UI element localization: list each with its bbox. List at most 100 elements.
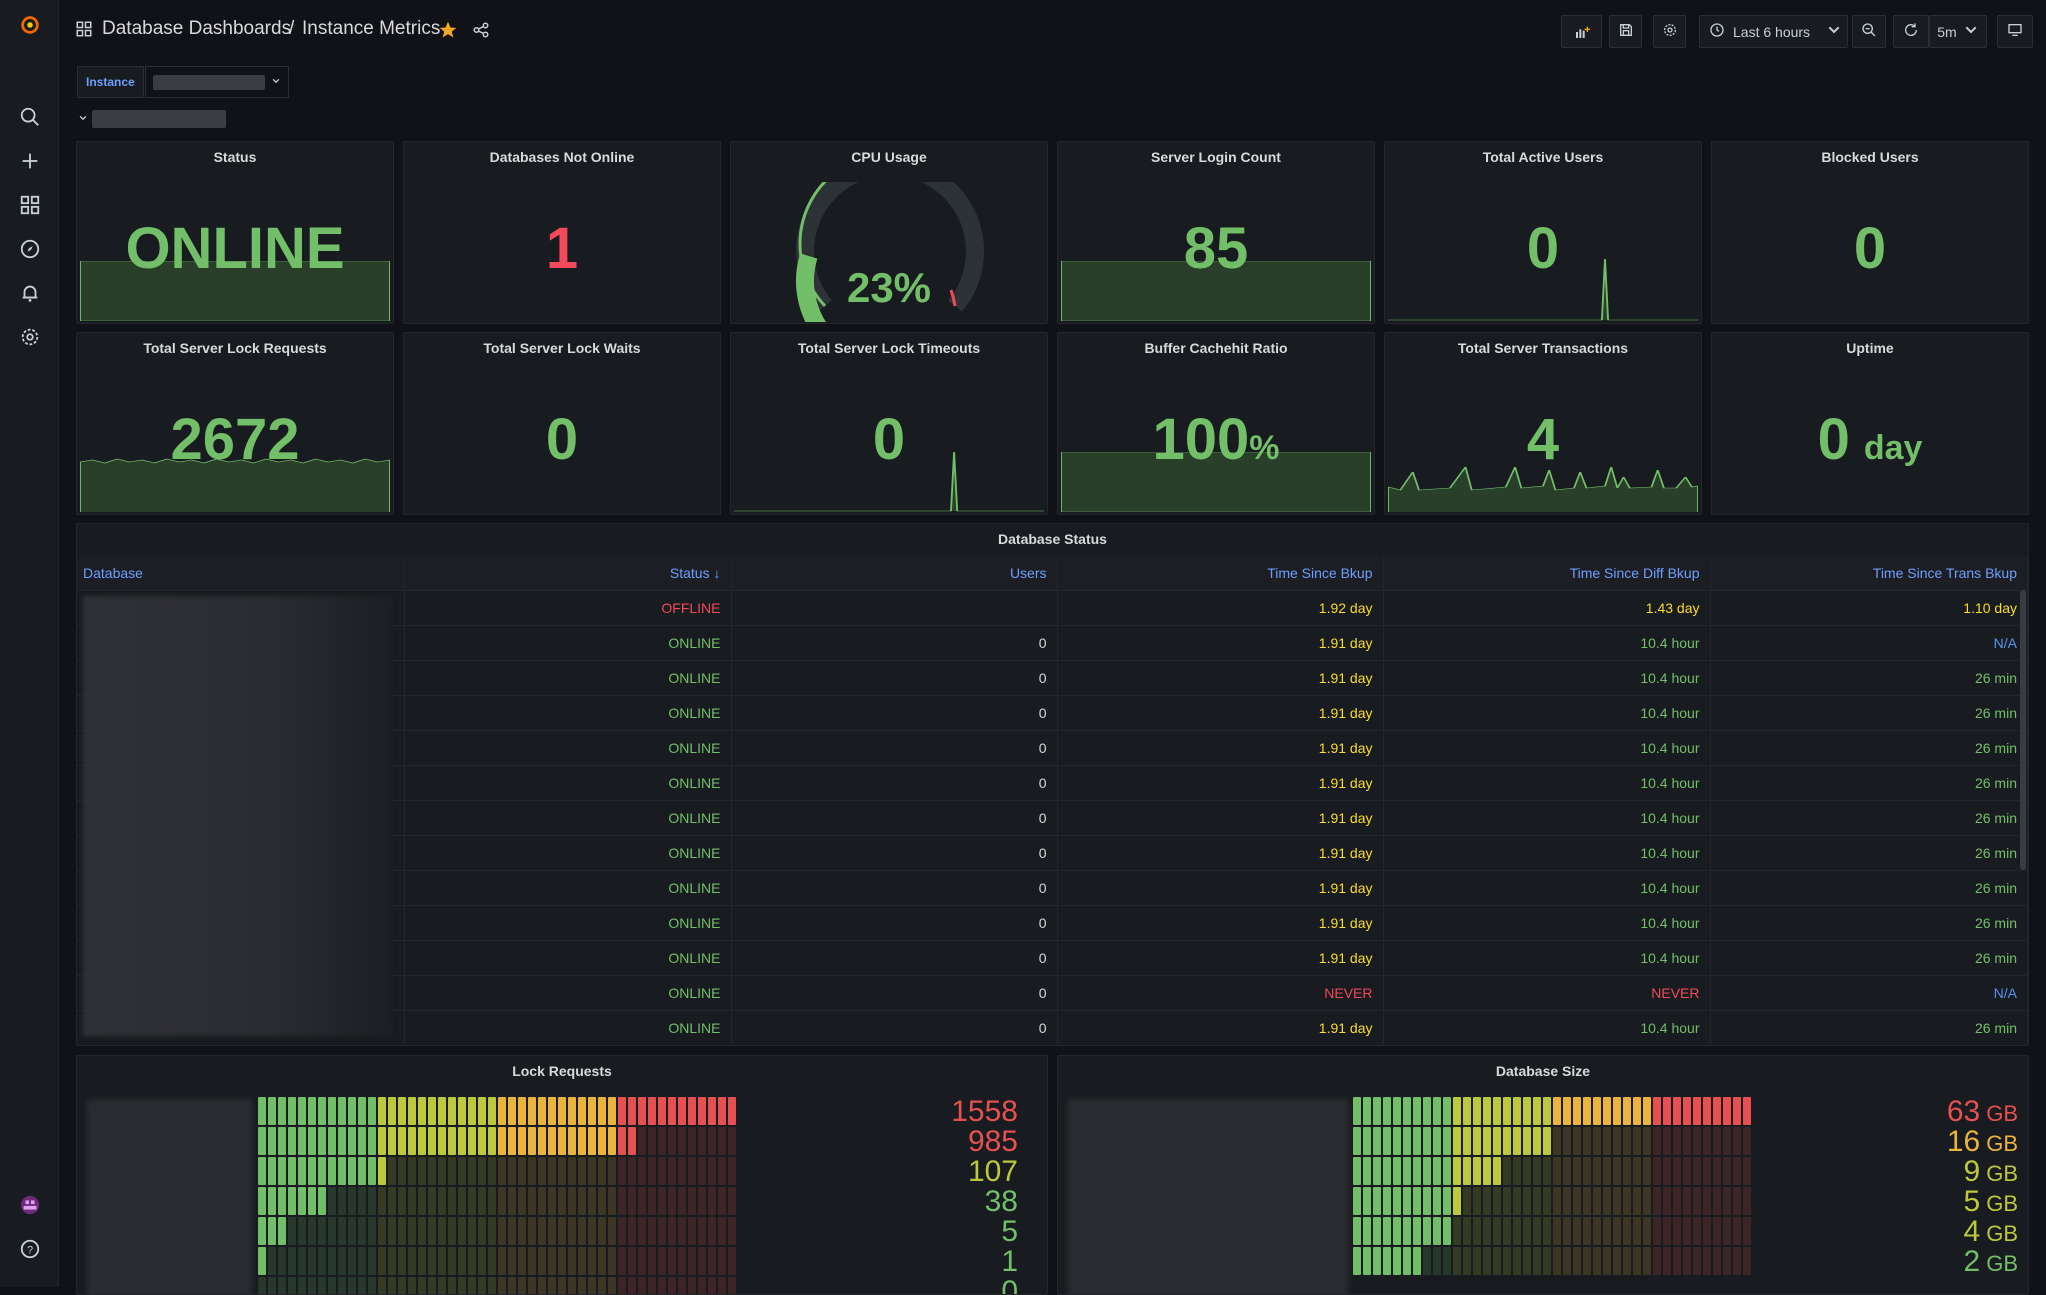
- bar-cell: [1723, 1127, 1731, 1155]
- bar-cell: [428, 1157, 436, 1185]
- cell-users: 0: [731, 799, 1058, 835]
- bar-cell: [278, 1217, 286, 1245]
- bar-cell: [328, 1277, 336, 1294]
- dashboard-settings-button[interactable]: [1653, 15, 1686, 48]
- bar-gauge-value: 0: [1001, 1275, 1018, 1294]
- column-header-users[interactable]: Users: [731, 557, 1058, 590]
- tv-mode-button[interactable]: [1997, 15, 2033, 48]
- bar-cell: [498, 1247, 506, 1275]
- bar-cell: [348, 1187, 356, 1215]
- bar-cell: [368, 1247, 376, 1275]
- bar-cell: [708, 1127, 716, 1155]
- create-plus-icon[interactable]: [17, 148, 43, 174]
- table-row[interactable]: OFFLINE 1.92 day 1.43 day 1.10 day: [77, 589, 2028, 625]
- bar-cell: [348, 1157, 356, 1185]
- panel-total-server-lock-timeouts[interactable]: Total Server Lock Timeouts 0: [730, 332, 1048, 515]
- bar-cell: [558, 1157, 566, 1185]
- panel-blocked-users[interactable]: Blocked Users 0: [1711, 141, 2029, 324]
- panel-total-server-lock-waits[interactable]: Total Server Lock Waits 0: [403, 332, 721, 515]
- panel-title: Databases Not Online: [489, 149, 635, 165]
- panel-total-server-transactions[interactable]: Total Server Transactions 4: [1384, 332, 1702, 515]
- table-scrollbar[interactable]: [2020, 590, 2026, 870]
- bar-cell: [1623, 1247, 1631, 1275]
- bar-cell: [1443, 1127, 1451, 1155]
- bar-cell: [1613, 1127, 1621, 1155]
- top-navbar: Database Dashboards / Instance Metrics L…: [59, 0, 2046, 64]
- bar-cell: [428, 1127, 436, 1155]
- refresh-button[interactable]: [1893, 15, 1929, 48]
- bar-cell: [1393, 1097, 1401, 1125]
- panel-database-size[interactable]: Database Size 63 GB 16 GB 9 GB 5 GB 4 GB 2 GB: [1057, 1055, 2029, 1295]
- bar-cell: [1533, 1157, 1541, 1185]
- panel-database-status[interactable]: Database Status Database Status ↓ Users …: [76, 523, 2029, 1046]
- bar-cell: [358, 1247, 366, 1275]
- cell-users: 0: [731, 974, 1058, 1010]
- cell-diff: 10.4 hour: [1383, 799, 1711, 835]
- bar-cell: [538, 1097, 546, 1125]
- panel-total-server-lock-requests[interactable]: Total Server Lock Requests 2672: [76, 332, 394, 515]
- cell-bkup: 1.92 day: [1057, 589, 1384, 625]
- alerting-bell-icon[interactable]: [17, 280, 43, 306]
- bar-cell: [1673, 1127, 1681, 1155]
- bar-cell: [1553, 1097, 1561, 1125]
- dashboards-grid-icon[interactable]: [17, 192, 43, 218]
- bar-cell: [1733, 1247, 1741, 1275]
- bar-cell: [1463, 1157, 1471, 1185]
- favorite-star-icon[interactable]: [438, 20, 458, 45]
- bar-cell: [628, 1127, 636, 1155]
- bar-cell: [268, 1217, 276, 1245]
- column-header-time-since-diff-bkup[interactable]: Time Since Diff Bkup: [1383, 557, 1711, 590]
- user-avatar-icon[interactable]: [17, 1192, 43, 1218]
- bar-cell: [1513, 1247, 1521, 1275]
- bar-cell: [678, 1187, 686, 1215]
- bar-cell: [1503, 1247, 1511, 1275]
- panel-buffer-cachehit-ratio[interactable]: Buffer Cachehit Ratio 100%: [1057, 332, 1375, 515]
- bar-cell: [648, 1277, 656, 1294]
- instance-variable-select[interactable]: [145, 66, 289, 98]
- monitor-icon: [2007, 22, 2023, 41]
- column-header-status[interactable]: Status ↓: [404, 557, 732, 590]
- column-header-time-since-trans-bkup[interactable]: Time Since Trans Bkup: [1710, 557, 2028, 590]
- bar-cell: [1713, 1097, 1721, 1125]
- panel-total-active-users[interactable]: Total Active Users 0: [1384, 141, 1702, 324]
- bar-cell: [1623, 1157, 1631, 1185]
- share-icon[interactable]: [472, 21, 490, 44]
- bar-cell: [1573, 1097, 1581, 1125]
- bar-cell: [1613, 1247, 1621, 1275]
- bar-cell: [308, 1127, 316, 1155]
- breadcrumb-folder[interactable]: Database Dashboards: [102, 18, 292, 39]
- bar-cell: [358, 1217, 366, 1245]
- bar-gauge-number: 2: [1963, 1245, 1981, 1278]
- bar-cell: [658, 1187, 666, 1215]
- grafana-logo-icon[interactable]: [17, 12, 43, 38]
- bar-cell: [1513, 1097, 1521, 1125]
- time-range-picker[interactable]: Last 6 hours: [1699, 15, 1848, 48]
- bar-gauge-number: 1: [1001, 1245, 1018, 1278]
- bar-cell: [628, 1217, 636, 1245]
- column-header-database[interactable]: Database: [77, 557, 405, 590]
- dashboard-title[interactable]: Instance Metrics: [302, 18, 441, 39]
- bar-cell: [288, 1127, 296, 1155]
- panel-cpu-usage[interactable]: CPU Usage 23%: [730, 141, 1048, 324]
- explore-compass-icon[interactable]: [17, 236, 43, 262]
- save-dashboard-button[interactable]: [1609, 15, 1642, 48]
- bar-cell: [1463, 1097, 1471, 1125]
- row-collapse-toggle[interactable]: [78, 110, 226, 128]
- search-icon[interactable]: [17, 104, 43, 130]
- bar-cell: [598, 1157, 606, 1185]
- bar-cell: [718, 1157, 726, 1185]
- help-icon[interactable]: ?: [17, 1236, 43, 1262]
- settings-gear-icon[interactable]: [17, 324, 43, 350]
- panel-status[interactable]: Status ONLINE: [76, 141, 394, 324]
- panel-databases-not-online[interactable]: Databases Not Online 1: [403, 141, 721, 324]
- zoom-out-button[interactable]: [1852, 15, 1886, 48]
- column-header-time-since-bkup[interactable]: Time Since Bkup: [1057, 557, 1384, 590]
- panel-uptime[interactable]: Uptime 0 day: [1711, 332, 2029, 515]
- panel-lock-requests[interactable]: Lock Requests 1558 985 107 38 5 1 0: [76, 1055, 1048, 1295]
- bar-gauge-row: [258, 1247, 736, 1275]
- panel-server-login-count[interactable]: Server Login Count 85: [1057, 141, 1375, 324]
- bar-cell: [288, 1217, 296, 1245]
- refresh-interval-picker[interactable]: 5m: [1929, 15, 1987, 48]
- add-panel-button[interactable]: [1561, 15, 1602, 48]
- bar-cell: [1653, 1097, 1661, 1125]
